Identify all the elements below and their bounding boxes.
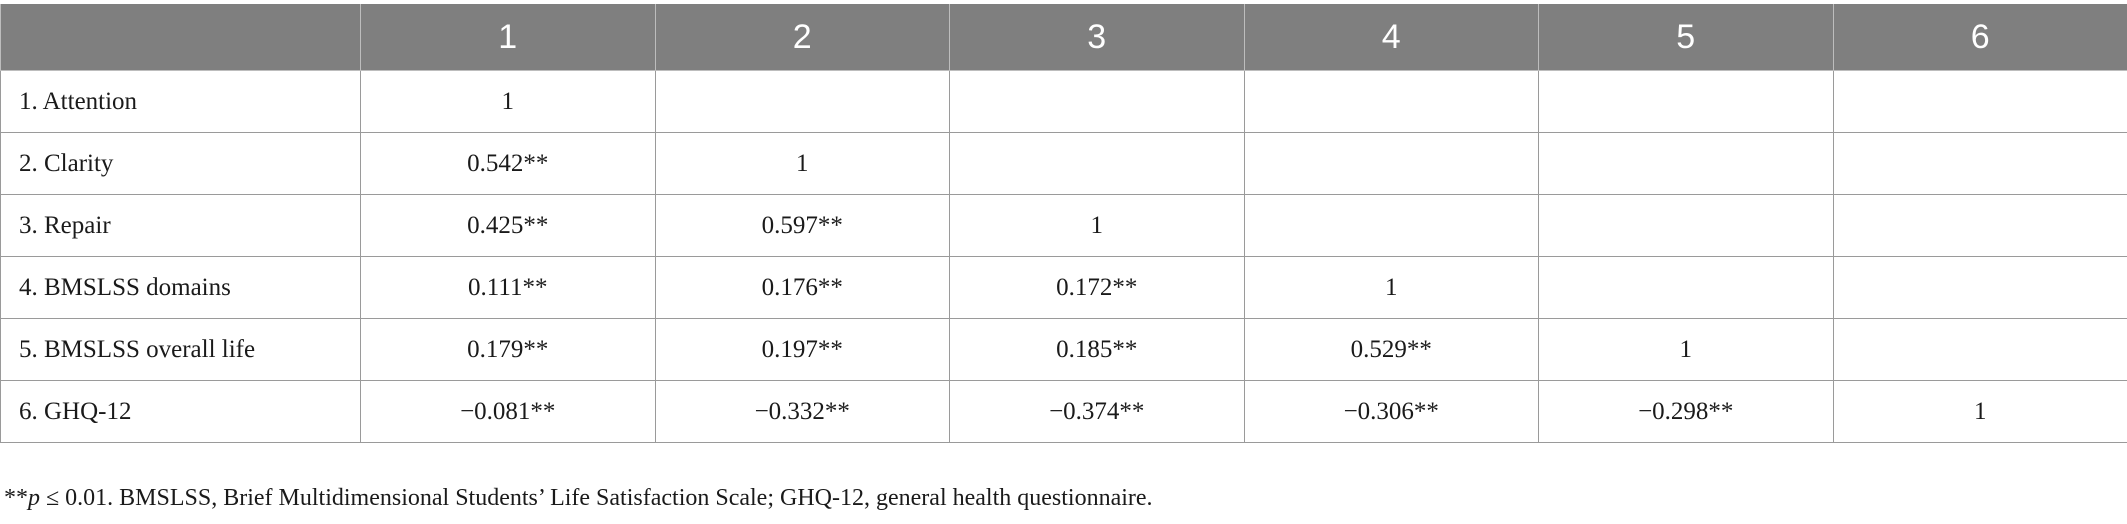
header-cell-5: 5 — [1538, 4, 1834, 71]
table-cell: 1 — [1538, 318, 1834, 381]
table-cell — [949, 70, 1245, 133]
footnote-text: ≤ 0.01. BMSLSS, Brief Multidimensional S… — [40, 485, 1153, 511]
header-cell-4: 4 — [1243, 4, 1539, 71]
table-cell: 1 — [1243, 256, 1539, 319]
table-cell — [1832, 70, 2127, 133]
table-cell — [1243, 70, 1539, 133]
table-cell — [1832, 318, 2127, 381]
table-row: 6. GHQ-12 −0.081** −0.332** −0.374** −0.… — [0, 380, 2127, 443]
table-cell: −0.081** — [360, 380, 656, 443]
table-cell: 0.111** — [360, 256, 656, 319]
table-cell: −0.332** — [654, 380, 950, 443]
table-cell: 1 — [949, 194, 1245, 257]
table-cell: 1 — [654, 132, 950, 195]
correlation-table: 1 2 3 4 5 6 1. Attention 1 2. Clarity 0.… — [0, 4, 2127, 443]
table-cell — [1832, 194, 2127, 257]
table-cell: 0.542** — [360, 132, 656, 195]
row-label: 2. Clarity — [0, 132, 361, 195]
row-label: 1. Attention — [0, 70, 361, 133]
table-cell: 1 — [360, 70, 656, 133]
table-cell — [1538, 132, 1834, 195]
table-row: 4. BMSLSS domains 0.111** 0.176** 0.172*… — [0, 256, 2127, 319]
table-cell: 0.197** — [654, 318, 950, 381]
table-row: 5. BMSLSS overall life 0.179** 0.197** 0… — [0, 318, 2127, 381]
table-cell — [1243, 194, 1539, 257]
header-cell-6: 6 — [1832, 4, 2127, 71]
table-cell: 1 — [1832, 380, 2127, 443]
table-cell: 0.179** — [360, 318, 656, 381]
row-label: 3. Repair — [0, 194, 361, 257]
table-footnote: **p ≤ 0.01. BMSLSS, Brief Multidimension… — [4, 484, 1153, 512]
table-row: 2. Clarity 0.542** 1 — [0, 132, 2127, 195]
table-cell: 0.529** — [1243, 318, 1539, 381]
table-cell — [1832, 256, 2127, 319]
table-cell — [1538, 194, 1834, 257]
table-cell — [1538, 70, 1834, 133]
header-cell-1: 1 — [360, 4, 656, 71]
table-cell — [1243, 132, 1539, 195]
table-cell: 0.172** — [949, 256, 1245, 319]
table-cell: −0.306** — [1243, 380, 1539, 443]
table-header-row: 1 2 3 4 5 6 — [0, 4, 2127, 71]
table-row: 3. Repair 0.425** 0.597** 1 — [0, 194, 2127, 257]
table-cell: 0.176** — [654, 256, 950, 319]
row-label: 4. BMSLSS domains — [0, 256, 361, 319]
footnote-prefix: ** — [4, 485, 28, 511]
table-cell: 0.425** — [360, 194, 656, 257]
table-cell — [654, 70, 950, 133]
footnote-p-symbol: p — [28, 485, 40, 511]
table-cell: −0.374** — [949, 380, 1245, 443]
row-label: 5. BMSLSS overall life — [0, 318, 361, 381]
header-corner-cell — [0, 4, 361, 71]
table-cell — [1538, 256, 1834, 319]
header-cell-3: 3 — [949, 4, 1245, 71]
header-cell-2: 2 — [654, 4, 950, 71]
table-cell: 0.597** — [654, 194, 950, 257]
correlation-table-container: 1 2 3 4 5 6 1. Attention 1 2. Clarity 0.… — [0, 4, 2127, 443]
table-cell: 0.185** — [949, 318, 1245, 381]
table-cell — [949, 132, 1245, 195]
table-cell — [1832, 132, 2127, 195]
row-label: 6. GHQ-12 — [0, 380, 361, 443]
table-cell: −0.298** — [1538, 380, 1834, 443]
table-row: 1. Attention 1 — [0, 70, 2127, 133]
